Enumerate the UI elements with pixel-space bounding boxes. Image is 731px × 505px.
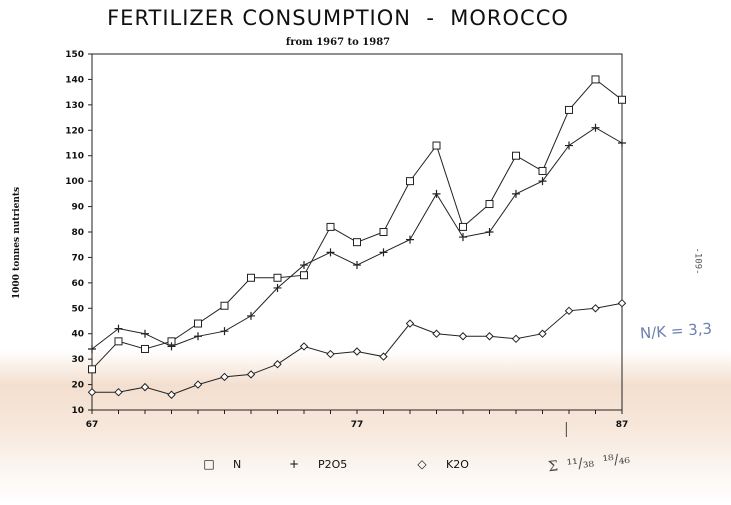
data-point-k2o	[220, 372, 229, 382]
data-point-p2o5	[538, 177, 547, 186]
data-point-k2o	[114, 387, 123, 397]
data-point-n	[538, 166, 547, 175]
y-tick-label: 140	[65, 75, 84, 85]
data-point-k2o	[591, 304, 600, 313]
data-point-p2o5	[88, 344, 96, 353]
data-point-p2o5	[141, 329, 149, 338]
y-tick-label: 50	[71, 304, 84, 314]
y-tick-label: 100	[65, 177, 84, 187]
data-point-n	[406, 177, 414, 186]
data-point-n	[591, 75, 600, 84]
data-point-p2o5	[618, 139, 626, 147]
legend-plus-icon: +	[288, 457, 300, 471]
legend-item-n: □ N	[203, 457, 241, 471]
x-tick-label: 67	[86, 420, 99, 430]
data-point-p2o5	[485, 228, 494, 236]
data-point-p2o5	[379, 248, 388, 257]
legend-item-k2o: ◇ K2O	[416, 457, 469, 471]
data-point-n	[326, 222, 335, 231]
data-point-p2o5	[353, 261, 361, 270]
data-point-n	[247, 273, 255, 282]
legend-item-p2o5: + P2O5	[288, 457, 347, 471]
data-point-n	[300, 271, 308, 280]
x-tick-label: 87	[616, 420, 629, 430]
plot-frame	[91, 53, 623, 411]
data-point-p2o5	[459, 233, 467, 242]
data-point-k2o	[140, 382, 150, 392]
data-point-n	[565, 105, 573, 114]
legend-square-icon: □	[203, 457, 215, 471]
data-point-k2o	[273, 360, 282, 369]
data-point-p2o5	[247, 311, 255, 320]
data-point-k2o	[538, 329, 547, 338]
data-point-p2o5	[326, 248, 335, 257]
data-point-n	[220, 301, 229, 310]
data-point-n	[141, 344, 149, 353]
data-point-p2o5	[432, 189, 441, 198]
y-tick-label: 10	[71, 406, 84, 416]
data-point-p2o5	[406, 235, 414, 244]
y-tick-label: 60	[71, 279, 84, 289]
y-tick-label: 70	[71, 253, 84, 263]
data-point-k2o	[432, 329, 441, 338]
data-point-p2o5	[114, 324, 123, 333]
series-line-n	[91, 78, 623, 370]
y-tick-label: 40	[71, 330, 84, 340]
page-number: -109-	[692, 247, 703, 275]
data-point-n	[379, 228, 388, 236]
y-tick-label: 130	[65, 101, 84, 111]
data-point-n	[273, 273, 282, 282]
data-point-k2o	[379, 352, 388, 361]
data-point-p2o5	[300, 261, 308, 270]
y-tick-label: 80	[71, 228, 84, 238]
data-point-n	[432, 141, 441, 150]
y-tick-label: 120	[65, 126, 84, 136]
data-point-k2o	[458, 332, 468, 341]
data-point-k2o	[167, 390, 176, 399]
y-tick-label: 110	[65, 152, 84, 162]
data-point-p2o5	[565, 141, 573, 150]
data-point-p2o5	[512, 189, 520, 198]
data-point-n	[88, 365, 96, 374]
data-point-n	[194, 319, 202, 328]
chart-title: FERTILIZER CONSUMPTION - MOROCCO	[107, 6, 569, 30]
legend-label-n: N	[233, 457, 242, 471]
data-point-p2o5	[167, 342, 176, 351]
data-point-k2o	[246, 370, 256, 379]
legend-label-k2o: K2O	[446, 457, 469, 471]
data-point-n	[618, 95, 626, 104]
legend-diamond-icon: ◇	[417, 457, 427, 471]
data-point-k2o	[87, 387, 97, 397]
data-point-k2o	[299, 342, 309, 351]
y-tick-label: 30	[71, 355, 84, 365]
data-point-k2o	[352, 347, 362, 356]
data-point-p2o5	[591, 123, 600, 132]
data-point-p2o5	[273, 283, 282, 292]
data-point-n	[459, 222, 467, 231]
data-point-n	[353, 238, 361, 247]
data-point-k2o	[405, 319, 415, 328]
data-point-k2o	[564, 306, 574, 316]
y-tick-label: 20	[71, 381, 84, 391]
x-tick-label: 77	[351, 420, 364, 430]
data-point-k2o	[326, 349, 335, 359]
data-point-k2o	[617, 298, 627, 308]
data-point-k2o	[511, 334, 521, 344]
data-point-k2o	[193, 380, 203, 389]
chart-subtitle: from 1967 to 1987	[285, 37, 391, 48]
data-point-p2o5	[194, 332, 202, 341]
data-point-p2o5	[220, 327, 229, 336]
data-point-n	[114, 337, 123, 346]
legend-label-p2o5: P2O5	[318, 457, 348, 471]
y-tick-label: 90	[71, 203, 84, 213]
data-point-n	[485, 200, 494, 209]
data-point-k2o	[485, 332, 494, 341]
data-point-n	[512, 151, 520, 160]
y-tick-label: 150	[65, 50, 84, 60]
